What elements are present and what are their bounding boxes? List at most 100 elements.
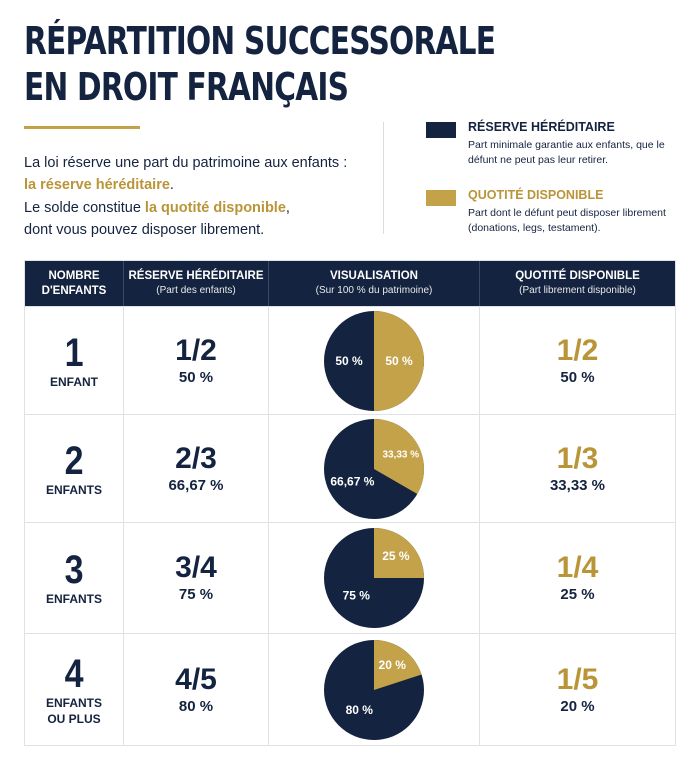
children-cell: 1 ENFANT	[25, 307, 123, 414]
pie-label-reserve: 75 %	[343, 589, 371, 603]
header-quotite: QUOTITÉ DISPONIBLE (Part librement dispo…	[480, 261, 675, 306]
intro-p2-end: ,	[285, 200, 290, 216]
reserve-fraction: 2/3	[175, 441, 217, 475]
intro-p2-line2: dont vous pouvez disposer librement.	[24, 222, 265, 238]
pie-label-quotite: 25 %	[382, 549, 410, 563]
reserve-percent: 75 %	[178, 586, 214, 603]
children-label-line: OU PLUS	[47, 712, 101, 726]
children-count: 2	[64, 438, 84, 483]
legend-swatch-quotite	[426, 190, 456, 206]
children-count: 4	[64, 652, 84, 696]
intro-paragraph-1: La loi réserve une part du patrimoine au…	[24, 152, 374, 196]
quotite-cell: 1/5 20 %	[480, 634, 675, 746]
pie-slice-quotite	[374, 528, 424, 578]
pie-label-reserve: 80 %	[346, 703, 374, 717]
children-label-line: ENFANTS	[45, 696, 102, 710]
children-label: ENFANTS OU PLUS	[46, 695, 102, 727]
visualisation-cell: 80 % 20 %	[269, 634, 479, 746]
pie-chart: 80 % 20 %	[324, 640, 424, 740]
reserve-percent: 50 %	[178, 368, 214, 386]
quotite-percent: 50 %	[560, 368, 595, 386]
header-separator	[268, 261, 269, 306]
children-cell: 3 ENFANTS	[25, 523, 123, 633]
legend-desc-quotite: Part dont le défunt peut disposer librem…	[468, 207, 666, 234]
pie-label-reserve: 50 %	[335, 354, 363, 368]
pie-label-quotite: 33,33 %	[382, 449, 419, 460]
pie-label-quotite: 20 %	[379, 658, 407, 672]
pie-slice-quotite	[374, 418, 425, 494]
quotite-fraction: 1/4	[556, 551, 599, 584]
reserve-fraction: 4/5	[175, 663, 217, 696]
table-row: 3 ENFANTS 3/4 75 % 75 % 25 % 1/4 25 %	[25, 522, 675, 633]
reserve-cell: 2/3 66,67 %	[124, 415, 268, 522]
children-cell: 4 ENFANTS OU PLUS	[25, 634, 123, 746]
children-label-line: ENFANTS	[45, 592, 102, 606]
quotite-fraction: 1/2	[556, 333, 599, 367]
quotite-cell: 1/3 33,33 %	[480, 415, 675, 522]
table-header: NOMBRE D'ENFANTS RÉSERVE HÉRÉDITAIRE (Pa…	[25, 261, 675, 306]
intro-p2-highlight: la quotité disponible	[144, 200, 286, 216]
header-separator	[123, 261, 124, 306]
legend-title-quotite: QUOTITÉ DISPONIBLE	[468, 188, 604, 202]
title-line-2: EN DROIT FRANÇAIS	[24, 65, 349, 109]
header-quotite-line2: (Part librement disponible)	[519, 285, 636, 296]
children-count: 1	[64, 330, 84, 375]
header-reserve: RÉSERVE HÉRÉDITAIRE (Part des enfants)	[124, 261, 268, 306]
table-row: 1 ENFANT 1/2 50 % 50 % 50 % 1/2 50 %	[25, 306, 675, 414]
quotite-percent: 20 %	[560, 698, 595, 715]
header-visualisation: VISUALISATION (Sur 100 % du patrimoine)	[269, 261, 479, 306]
intro-p2-start: Le solde constitue	[24, 200, 145, 216]
vertical-divider	[383, 122, 384, 234]
quotite-fraction: 1/3	[556, 441, 599, 475]
header-reserve-line2: (Part des enfants)	[156, 285, 236, 296]
succession-table: NOMBRE D'ENFANTS RÉSERVE HÉRÉDITAIRE (Pa…	[24, 260, 676, 746]
column-separator	[123, 306, 124, 746]
visualisation-cell: 66,67 % 33,33 %	[269, 415, 479, 522]
reserve-percent: 66,67 %	[168, 476, 224, 494]
pie-chart: 66,67 % 33,33 %	[324, 418, 425, 519]
page-title: RÉPARTITION SUCCESSORALE EN DROIT FRANÇA…	[24, 18, 531, 110]
children-label: ENFANTS	[46, 482, 102, 498]
reserve-cell: 3/4 75 %	[124, 523, 268, 633]
table-row: 2 ENFANTS 2/3 66,67 % 66,67 % 33,33 % 1/3 33,33…	[25, 414, 675, 522]
table-row: 4 ENFANTS OU PLUS 4/5 80 % 80 % 20 % 1/5 20 %	[25, 633, 675, 746]
header-visualisation-line2: (Sur 100 % du patrimoine)	[315, 285, 433, 296]
children-label-line: ENFANT	[50, 374, 98, 389]
pie-slice-quotite	[374, 640, 422, 690]
children-cell: 2 ENFANTS	[25, 415, 123, 522]
gold-divider	[24, 126, 140, 129]
quotite-cell: 1/4 25 %	[480, 523, 675, 633]
pie-chart: 75 % 25 %	[324, 528, 424, 628]
intro-p1-end: .	[169, 177, 174, 193]
quotite-cell: 1/2 50 %	[480, 307, 675, 414]
visualisation-cell: 75 % 25 %	[269, 523, 479, 633]
legend-desc-reserve: Part minimale garantie aux enfants, que …	[468, 139, 665, 166]
pie-chart: 50 % 50 %	[324, 310, 424, 411]
column-separator	[268, 306, 269, 746]
legend-swatch-reserve	[426, 122, 456, 138]
header-children-line1: NOMBRE	[48, 269, 100, 282]
reserve-fraction: 3/4	[175, 551, 217, 584]
intro-paragraph-2: Le solde constitue la quotité disponible…	[24, 197, 374, 241]
children-label-line: ENFANTS	[45, 482, 102, 497]
header-visualisation-line1: VISUALISATION	[330, 270, 418, 282]
reserve-cell: 4/5 80 %	[124, 634, 268, 746]
children-label: ENFANTS	[46, 591, 102, 607]
intro-p1-text: La loi réserve une part du patrimoine au…	[24, 155, 348, 171]
header-reserve-line1: RÉSERVE HÉRÉDITAIRE	[128, 270, 264, 282]
quotite-percent: 25 %	[560, 586, 595, 603]
reserve-cell: 1/2 50 %	[124, 307, 268, 414]
column-separator	[479, 306, 480, 746]
legend-title-reserve: RÉSERVE HÉRÉDITAIRE	[468, 120, 615, 134]
pie-label-quotite: 50 %	[385, 354, 413, 368]
pie-slice-quotite	[374, 310, 424, 411]
quotite-fraction: 1/5	[556, 663, 599, 696]
visualisation-cell: 50 % 50 %	[269, 307, 479, 414]
children-count: 3	[64, 548, 84, 592]
children-label: ENFANT	[50, 374, 98, 390]
header-children: NOMBRE D'ENFANTS	[25, 261, 123, 306]
intro-p1-highlight: la réserve héréditaire	[24, 177, 170, 193]
title-line-1: RÉPARTITION SUCCESSORALE	[24, 19, 496, 63]
reserve-percent: 80 %	[178, 698, 214, 715]
header-separator	[479, 261, 480, 306]
